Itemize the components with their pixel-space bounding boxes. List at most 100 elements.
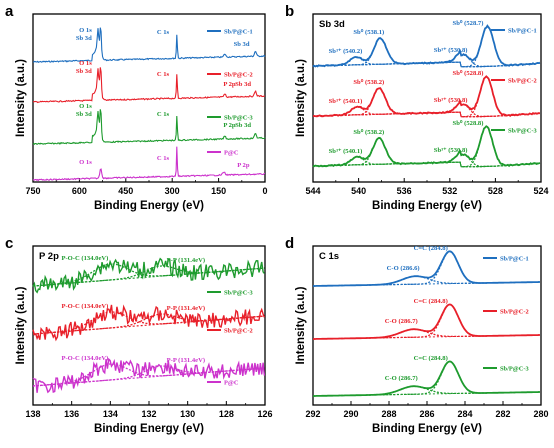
plot-frame <box>32 13 266 183</box>
series-line <box>32 67 265 104</box>
panel-c: 138 136 134 132 130 128 126 Binding Energy (eV)… <box>5 235 273 435</box>
x-tick-label: 280 <box>533 409 548 419</box>
peak-annotation: C=C (284.8) <box>414 245 448 252</box>
panel-subtitle: P 2p <box>39 251 59 262</box>
peak-annotation: O 1s <box>79 103 92 110</box>
fit-component <box>313 303 540 340</box>
x-tick-label: 134 <box>103 409 118 419</box>
peak-annotation: Sb³⁺ (530.8) <box>434 47 468 54</box>
x-tick-label: 536 <box>397 186 412 196</box>
peak-annotation: Sb³⁺ (530.8) <box>434 97 468 104</box>
peak-annotation: O 1s <box>79 60 92 67</box>
x-tick-label: 540 <box>351 186 366 196</box>
series-line <box>312 24 541 68</box>
panel-b: 544 540 536 532 528 524 Binding Energy (eV) Int… <box>285 3 549 212</box>
peak-annotation: Sb⁰ (528.8) <box>453 119 484 127</box>
x-tick-label: 132 <box>141 409 156 419</box>
peak-annotation: C 1s <box>157 111 170 118</box>
peak-annotation: P-P (131.4eV) <box>167 357 205 364</box>
series-line <box>312 75 541 118</box>
series-line <box>32 109 266 145</box>
panel-label: c <box>5 235 13 252</box>
fit-component <box>313 360 540 397</box>
x-tick-label: 450 <box>118 186 133 196</box>
peak-annotation: Sb⁰ (538.1) <box>353 28 384 36</box>
legend-label: Sb/P@C-3 <box>508 127 537 134</box>
y-axis-label: Intensity (a.u.) <box>15 59 27 137</box>
panel-label: b <box>285 3 294 20</box>
legend-label: Sb/P@C-3 <box>224 114 253 121</box>
peak-annotation: O 1s <box>79 159 92 166</box>
panel-label: d <box>285 235 294 252</box>
x-tick-label: 600 <box>72 186 87 196</box>
x-tick-label: 128 <box>219 409 234 419</box>
peak-annotation: C-O (286.7) <box>385 375 418 382</box>
fit-component <box>32 365 265 387</box>
x-tick-label: 288 <box>381 409 396 419</box>
series-line <box>312 125 541 168</box>
legend-label: P@C <box>224 149 239 156</box>
peak-annotation: Sb 3d <box>235 122 251 129</box>
x-axis-label: Binding Energy (eV) <box>94 423 204 435</box>
panel-a: 750 600 450 300 150 0 Binding Energy (eV) Inten… <box>5 3 268 212</box>
plot-frame <box>312 245 542 406</box>
x-axis-label: Binding Energy (eV) <box>372 423 482 435</box>
peak-annotation: Sb 3d <box>76 35 92 42</box>
y-axis-label: Intensity (a.u.) <box>295 59 307 137</box>
x-tick-label: 130 <box>180 409 195 419</box>
peak-annotation: Sb³⁺ (540.1) <box>329 98 363 105</box>
peak-annotation: Sb 3d <box>234 41 250 48</box>
legend-label: Sb/P@C-2 <box>224 71 253 78</box>
peak-annotation: C=C (284.8) <box>414 298 448 305</box>
x-tick-label: 136 <box>64 409 79 419</box>
legend-label: P@C <box>224 379 239 386</box>
fit-component <box>32 313 265 335</box>
peak-annotation: C 1s <box>157 71 170 78</box>
legend-label: Sb/P@C-1 <box>508 27 537 34</box>
peak-annotation: Sb⁰ (538.2) <box>353 128 384 136</box>
series-line <box>32 257 265 294</box>
x-tick-label: 528 <box>488 186 503 196</box>
x-tick-label: 286 <box>419 409 434 419</box>
series-line <box>32 27 266 63</box>
x-axis-label: Binding Energy (eV) <box>94 200 204 212</box>
peak-annotation: O 1s <box>79 27 92 34</box>
legend-label: Sb/P@C-2 <box>500 308 529 315</box>
peak-annotation: P 2p <box>237 162 250 169</box>
x-tick-label: 750 <box>25 186 40 196</box>
panel-d: 292 290 288 286 284 282 280 Binding Energy (eV)… <box>285 235 549 435</box>
series-line <box>313 360 540 397</box>
legend-label: Sb/P@C-3 <box>224 289 253 296</box>
x-tick-label: 126 <box>257 409 272 419</box>
x-axis-label: Binding Energy (eV) <box>372 200 482 212</box>
peak-annotation: Sb 3d <box>76 111 92 118</box>
peak-annotation: P 2p <box>223 122 236 129</box>
legend-label: Sb/P@C-2 <box>224 327 253 334</box>
legend-label: Sb/P@C-1 <box>224 28 253 35</box>
peak-annotation: C-O (286.6) <box>387 265 420 272</box>
peak-annotation: P-P (131.4eV) <box>167 305 205 312</box>
series-line <box>313 303 540 340</box>
x-tick-label: 282 <box>495 409 510 419</box>
x-tick-label: 138 <box>25 409 40 419</box>
peak-annotation: P-P (131.4eV) <box>167 257 205 264</box>
fit-component <box>313 25 540 68</box>
peak-annotation: P-O-C (134.0eV) <box>61 255 108 262</box>
x-tick-label: 292 <box>305 409 320 419</box>
peak-annotation: P-O-C (134.0eV) <box>61 303 108 310</box>
series-line <box>32 357 266 394</box>
peak-annotation: Sb 3d <box>235 81 251 88</box>
fit-component <box>313 75 540 118</box>
peak-annotation: Sb³⁺ (540.1) <box>329 148 363 155</box>
peak-annotation: C 1s <box>157 29 170 36</box>
fit-component <box>32 265 265 287</box>
peak-annotation: Sb⁰ (538.2) <box>353 78 384 86</box>
x-tick-label: 532 <box>442 186 457 196</box>
peak-annotation: Sb³⁺ (530.8) <box>434 147 468 154</box>
panel-subtitle: Sb 3d <box>319 19 345 30</box>
peak-annotation: C-O (286.7) <box>385 318 418 325</box>
peak-annotation: Sb 3d <box>76 68 92 75</box>
x-tick-label: 284 <box>457 409 472 419</box>
x-tick-label: 544 <box>305 186 320 196</box>
